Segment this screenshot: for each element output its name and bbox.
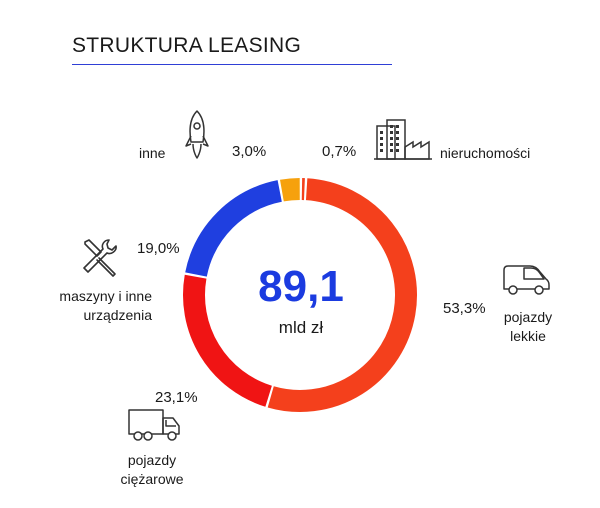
title-underline <box>72 64 392 65</box>
category-label-pojazdy-lekkie: pojazdy lekkie <box>493 308 563 346</box>
donut-slice-maszyny <box>185 180 283 277</box>
chart-title: STRUKTURA LEASING <box>72 34 302 57</box>
label-line: ciężarowe <box>120 471 184 487</box>
pct-label-inne: 3,0% <box>232 143 267 160</box>
label-line: pojazdy <box>503 309 553 325</box>
pct-label-nieruchomosci: 0,7% <box>322 143 357 160</box>
label-line: pojazdy <box>127 452 177 468</box>
rocket-icon <box>185 110 209 159</box>
donut-slice-inne <box>280 178 300 202</box>
pct-label-pojazdy-lekkie: 53,3% <box>443 300 486 317</box>
category-label-pojazdy-ciezarowe: pojazdy ciężarowe <box>112 451 192 489</box>
total-value: 89,1 <box>258 262 344 311</box>
label-line: lekkie <box>510 328 546 344</box>
tools-icon <box>83 239 117 277</box>
total-unit: mld zł <box>278 318 324 337</box>
van-icon <box>503 265 550 295</box>
truck-icon <box>128 409 180 441</box>
donut-slice-pojazdy-ciezarowe <box>183 274 273 407</box>
category-label-nieruchomosci: nieruchomości <box>440 145 531 161</box>
building-icon <box>374 119 432 160</box>
pct-label-maszyny: 19,0% <box>137 240 180 257</box>
donut-slice-pojazdy-lekkie <box>267 178 417 412</box>
label-line: urządzenia <box>83 307 153 323</box>
category-label-inne: inne <box>139 145 166 161</box>
pct-label-pojazdy-ciezarowe: 23,1% <box>155 389 198 406</box>
label-line: maszyny i inne <box>59 288 152 304</box>
category-label-maszyny: maszyny i inne urządzenia <box>27 287 152 325</box>
